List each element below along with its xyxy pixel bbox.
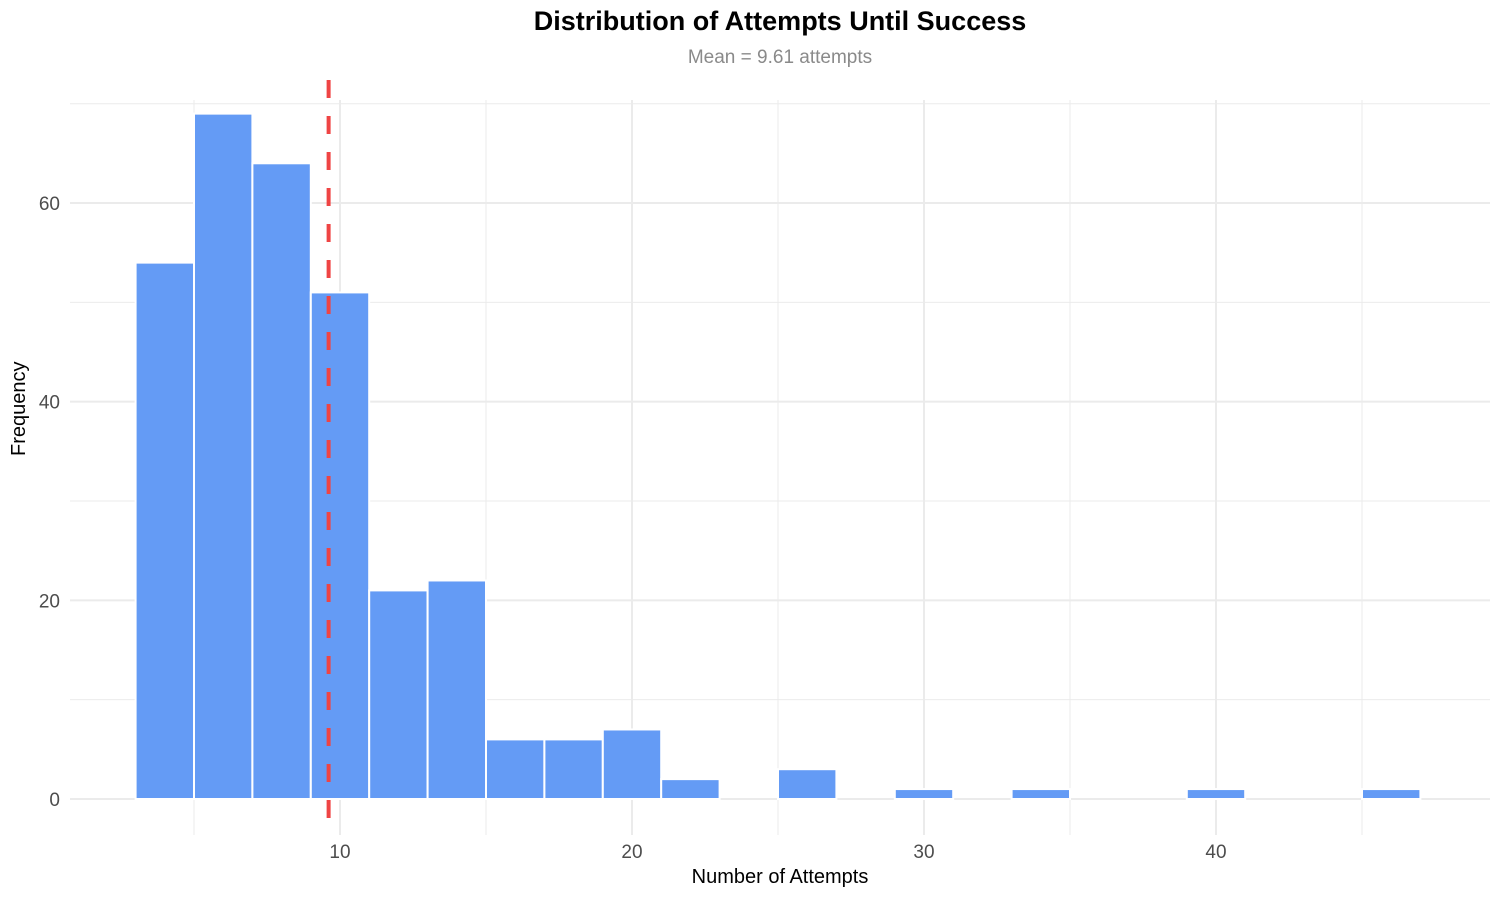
histogram-bar (893, 788, 955, 801)
chart-subtitle: Mean = 9.61 attempts (687, 47, 873, 68)
x-axis-label: Number of Attempts (691, 866, 869, 888)
y-tick-label: 40 (39, 393, 60, 414)
histogram-bar (485, 738, 546, 800)
y-tick-label: 20 (39, 591, 60, 612)
histogram-bar (1361, 788, 1422, 801)
y-tick-label: 60 (39, 194, 60, 215)
histogram-bar (1185, 788, 1247, 801)
histogram-bar (309, 291, 371, 800)
x-tick-label: 20 (621, 842, 642, 863)
histogram-bar (1010, 788, 1071, 801)
histogram-bar (426, 579, 488, 800)
histogram-bar (543, 738, 604, 800)
axis-ticks: 0 20 40 60 10 20 30 40 (39, 194, 1227, 863)
histogram-bar (134, 261, 196, 801)
x-tick-label: 40 (1205, 842, 1226, 863)
x-tick-label: 30 (913, 842, 934, 863)
y-tick-label: 0 (49, 790, 60, 811)
histogram-bar (251, 162, 312, 800)
histogram-bar (601, 728, 663, 800)
chart-title: Distribution of Attempts Until Success (533, 6, 1027, 36)
histogram-bar (777, 768, 838, 800)
histogram-bar (660, 778, 721, 800)
histogram-bar (368, 589, 429, 800)
x-tick-label: 10 (329, 842, 350, 863)
histogram-bars (134, 112, 1422, 801)
histogram-bar (193, 112, 254, 801)
